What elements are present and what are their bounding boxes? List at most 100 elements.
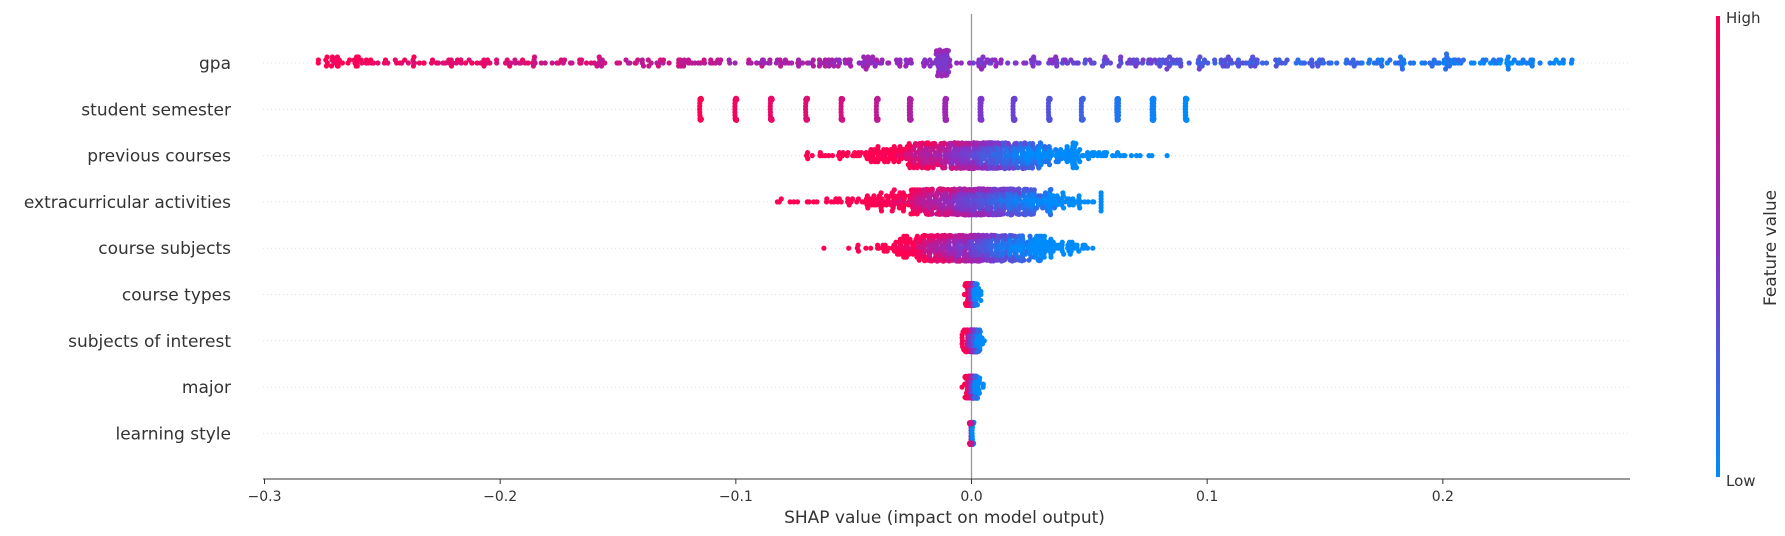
point-gpa [371, 60, 377, 66]
feature-label-course-subjects: course subjects [98, 239, 231, 259]
point-gpa [810, 57, 816, 63]
feature-label-extracurricular-activities: extracurricular activities [24, 193, 231, 213]
point-previous-courses [1046, 162, 1053, 168]
point-extracurricular-activities [891, 187, 897, 193]
point-course-subjects [1036, 258, 1043, 264]
point-gpa [1379, 57, 1385, 63]
x-tick-label: 0.2 [1432, 489, 1454, 505]
point-previous-courses [907, 165, 913, 171]
point-gpa [836, 57, 842, 63]
point-student-semester [875, 96, 881, 102]
point-gpa [405, 60, 411, 66]
point-previous-courses [845, 150, 851, 156]
point-gpa [1235, 63, 1242, 69]
point-previous-courses [858, 150, 865, 156]
point-gpa [1443, 51, 1450, 57]
point-course-types [978, 297, 984, 304]
point-gpa [861, 54, 867, 60]
point-course-types [961, 291, 968, 298]
point-student-semester [908, 117, 914, 123]
point-gpa [411, 60, 418, 66]
point-gpa [328, 63, 335, 69]
point-gpa [494, 57, 500, 63]
point-student-semester [1115, 116, 1121, 122]
point-gpa [1505, 54, 1511, 60]
point-previous-courses [1029, 141, 1035, 147]
point-course-subjects [885, 245, 892, 251]
colorbar-title: Feature value [1761, 190, 1781, 306]
point-student-semester [734, 117, 740, 123]
point-gpa [1328, 60, 1334, 66]
point-gpa [1529, 63, 1535, 69]
point-gpa [698, 60, 704, 66]
point-gpa [879, 57, 885, 63]
point-gpa [354, 63, 360, 69]
point-gpa [1104, 57, 1110, 63]
point-gpa [660, 57, 667, 63]
point-gpa [748, 60, 754, 66]
point-gpa [1359, 60, 1365, 66]
point-extracurricular-activities [1078, 199, 1084, 205]
point-gpa [847, 57, 853, 63]
point-student-semester [769, 117, 775, 123]
point-gpa [1498, 57, 1504, 63]
point-extracurricular-activities [1066, 196, 1072, 202]
point-extracurricular-activities [864, 193, 871, 199]
point-extracurricular-activities [1076, 193, 1082, 199]
point-gpa [512, 57, 518, 63]
point-previous-courses [1122, 153, 1128, 159]
point-gpa [323, 63, 329, 69]
point-extracurricular-activities [1048, 186, 1054, 193]
point-gpa [1036, 60, 1042, 66]
point-extracurricular-activities [849, 196, 856, 202]
point-gpa [1118, 54, 1124, 60]
point-extracurricular-activities [824, 196, 830, 202]
point-student-semester [840, 117, 846, 123]
point-extracurricular-activities [928, 186, 934, 193]
point-previous-courses [1091, 150, 1097, 156]
point-gpa [1295, 57, 1301, 63]
point-student-semester [840, 96, 846, 102]
point-gpa [1212, 57, 1218, 63]
point-course-subjects [1059, 239, 1065, 245]
point-previous-courses [1164, 153, 1170, 159]
point-gpa [908, 57, 914, 63]
point-gpa [874, 57, 880, 63]
point-gpa [1379, 63, 1385, 69]
point-gpa [732, 60, 738, 66]
feature-label-previous-courses: previous courses [87, 147, 231, 167]
point-gpa [1152, 57, 1158, 63]
point-course-subjects [1068, 248, 1074, 254]
point-gpa [754, 60, 760, 66]
point-gpa [616, 60, 623, 66]
point-gpa [1140, 57, 1146, 63]
point-gpa [1367, 57, 1373, 63]
point-student-semester [1115, 97, 1122, 103]
point-course-subjects [939, 258, 946, 264]
x-tick-label: −0.3 [248, 489, 282, 505]
feature-label-gpa: gpa [199, 54, 231, 74]
point-gpa [666, 60, 672, 66]
point-previous-courses [1046, 144, 1052, 150]
point-gpa [1446, 63, 1452, 69]
point-gpa [1320, 60, 1327, 66]
point-gpa [1225, 63, 1231, 69]
point-gpa [886, 60, 892, 66]
colorbar-low-label: Low [1726, 472, 1756, 490]
point-gpa [947, 63, 953, 69]
point-gpa [1560, 57, 1566, 63]
point-extracurricular-activities [1061, 205, 1067, 211]
point-major [976, 390, 983, 396]
point-gpa [978, 66, 985, 72]
point-gpa [639, 57, 645, 63]
point-student-semester [1184, 116, 1190, 122]
point-gpa [818, 60, 824, 66]
point-extracurricular-activities [878, 190, 884, 196]
point-gpa [1309, 57, 1315, 63]
point-course-subjects [904, 233, 910, 239]
point-gpa [1170, 57, 1176, 63]
point-gpa [1284, 57, 1290, 63]
point-extracurricular-activities [889, 208, 895, 214]
point-gpa [1075, 60, 1081, 66]
point-major [977, 375, 983, 381]
